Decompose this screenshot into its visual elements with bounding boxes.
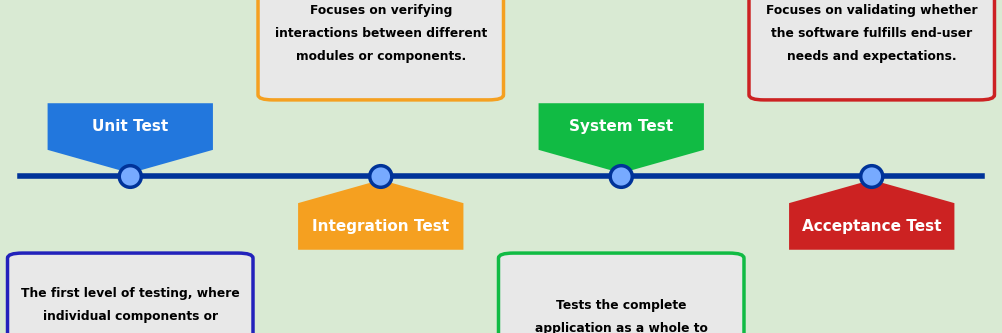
Ellipse shape (119, 166, 141, 187)
Ellipse shape (610, 166, 632, 187)
Polygon shape (789, 180, 954, 250)
Text: Acceptance Test: Acceptance Test (802, 219, 942, 234)
FancyBboxPatch shape (748, 0, 994, 100)
FancyBboxPatch shape (258, 0, 503, 100)
Ellipse shape (861, 166, 883, 187)
Polygon shape (47, 103, 212, 173)
Text: Integration Test: Integration Test (313, 219, 449, 234)
Text: The first level of testing, where
individual components or
functions of the soft: The first level of testing, where indivi… (21, 287, 239, 333)
Text: System Test: System Test (569, 119, 673, 134)
Text: Focuses on verifying
interactions between different
modules or components.: Focuses on verifying interactions betwee… (275, 4, 487, 63)
FancyBboxPatch shape (8, 253, 253, 333)
Text: Focuses on validating whether
the software fulfills end-user
needs and expectati: Focuses on validating whether the softwa… (766, 4, 978, 63)
FancyBboxPatch shape (498, 253, 743, 333)
Text: Unit Test: Unit Test (92, 119, 168, 134)
Ellipse shape (370, 166, 392, 187)
Text: Tests the complete
application as a whole to
ensure it meets requirements.: Tests the complete application as a whol… (516, 298, 726, 333)
Polygon shape (298, 180, 463, 250)
Polygon shape (538, 103, 703, 173)
